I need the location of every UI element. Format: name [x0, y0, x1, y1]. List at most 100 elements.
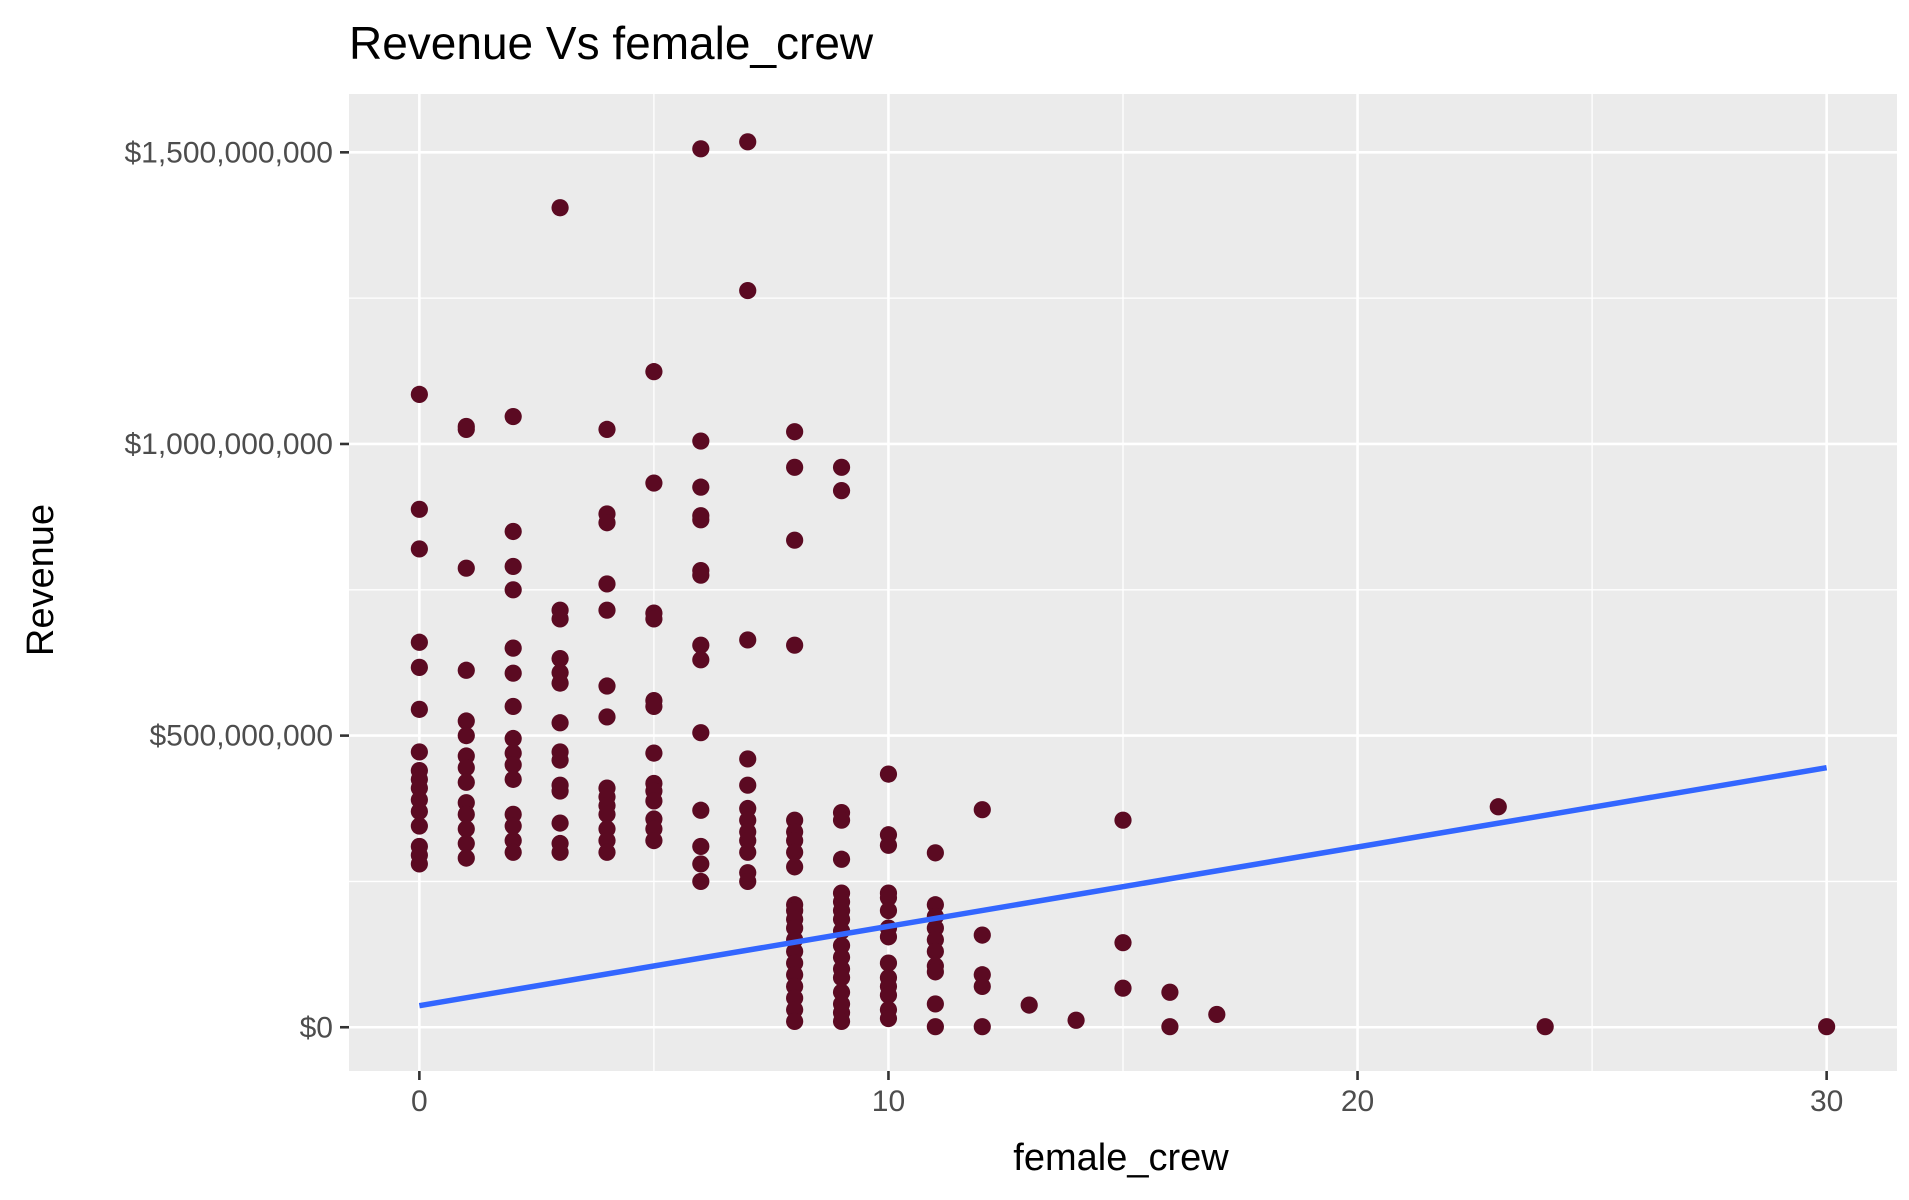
data-point	[879, 954, 898, 972]
data-point	[692, 855, 710, 873]
data-point	[645, 610, 663, 628]
data-point	[786, 858, 804, 876]
data-point	[973, 977, 991, 996]
y-tick-label: $1,000,000,000	[124, 428, 333, 461]
data-point	[598, 601, 616, 619]
minor-gridlines	[349, 94, 1897, 1071]
data-point	[1818, 1018, 1836, 1036]
data-point	[879, 836, 898, 854]
data-point	[598, 708, 616, 726]
data-point	[786, 423, 804, 441]
data-point	[786, 531, 804, 549]
data-point	[879, 901, 898, 920]
data-point	[645, 697, 663, 716]
data-point	[739, 281, 757, 300]
data-point	[926, 844, 944, 862]
data-point	[598, 805, 616, 823]
data-point	[457, 661, 475, 679]
data-point	[1489, 798, 1507, 816]
data-point	[692, 478, 710, 496]
data-point	[926, 963, 944, 981]
data-point	[692, 566, 710, 584]
data-point	[457, 559, 475, 577]
data-point	[739, 843, 757, 861]
data-point	[410, 817, 428, 835]
x-tick-label: 30	[1810, 1085, 1843, 1118]
x-tick-label: 10	[872, 1085, 905, 1118]
y-tick-label: $0	[300, 1011, 333, 1044]
data-point	[692, 872, 710, 891]
data-point	[410, 385, 428, 403]
data-point	[645, 832, 663, 850]
data-point	[457, 759, 475, 777]
data-point	[645, 792, 663, 810]
data-point	[457, 727, 475, 745]
data-point	[739, 750, 757, 768]
data-point	[692, 636, 710, 654]
y-axis-title: Revenue	[20, 504, 62, 656]
data-point	[692, 140, 710, 158]
data-point	[551, 674, 569, 692]
data-point	[410, 802, 428, 821]
data-point	[551, 814, 569, 832]
data-point	[645, 744, 663, 762]
data-point	[692, 724, 710, 742]
x-axis-title: female_crew	[1013, 1137, 1229, 1179]
data-point	[457, 849, 475, 867]
data-point	[551, 199, 569, 217]
data-point	[1020, 996, 1038, 1014]
data-point	[926, 995, 944, 1013]
data-points	[410, 133, 1836, 1036]
data-point	[973, 926, 991, 944]
data-point	[879, 986, 898, 1004]
data-point	[457, 420, 475, 438]
data-point	[1536, 1018, 1554, 1036]
data-point	[504, 770, 522, 788]
data-point	[504, 697, 522, 716]
data-point	[598, 420, 616, 438]
data-point	[457, 820, 475, 838]
data-point	[1114, 811, 1132, 829]
data-point	[551, 782, 569, 800]
data-point	[410, 500, 428, 518]
data-point	[410, 540, 428, 558]
data-point	[832, 969, 851, 987]
chart-title: Revenue Vs female_crew	[349, 17, 874, 69]
data-point	[410, 743, 428, 761]
data-point	[645, 474, 663, 492]
data-point	[1208, 1005, 1226, 1024]
data-point	[786, 843, 804, 861]
data-point	[598, 514, 616, 532]
data-point	[410, 633, 428, 651]
data-point	[786, 636, 804, 654]
data-point	[692, 837, 710, 856]
data-point	[786, 1012, 804, 1031]
data-point	[692, 511, 710, 529]
data-point	[832, 811, 851, 829]
data-point	[832, 850, 851, 868]
x-axis: 0 10 20 30	[411, 1071, 1843, 1118]
data-point	[879, 889, 898, 907]
x-tick-label: 20	[1341, 1085, 1374, 1118]
data-point	[551, 610, 569, 628]
data-point	[504, 843, 522, 861]
y-axis: $0 $500,000,000 $1,000,000,000 $1,500,000,0…	[124, 136, 349, 1044]
data-point	[832, 1012, 851, 1031]
data-point	[786, 458, 804, 476]
data-point	[504, 557, 522, 576]
data-point	[1114, 934, 1132, 952]
data-point	[410, 658, 428, 676]
data-point	[1114, 979, 1132, 997]
data-point	[551, 650, 569, 668]
data-point	[457, 773, 475, 791]
data-point	[410, 700, 428, 718]
data-point	[504, 817, 522, 835]
data-point	[739, 133, 757, 151]
x-tick-label: 0	[411, 1085, 428, 1118]
data-point	[832, 458, 851, 476]
data-point	[457, 805, 475, 823]
data-point	[1067, 1011, 1085, 1029]
data-point	[973, 1018, 991, 1036]
data-point	[410, 855, 428, 873]
